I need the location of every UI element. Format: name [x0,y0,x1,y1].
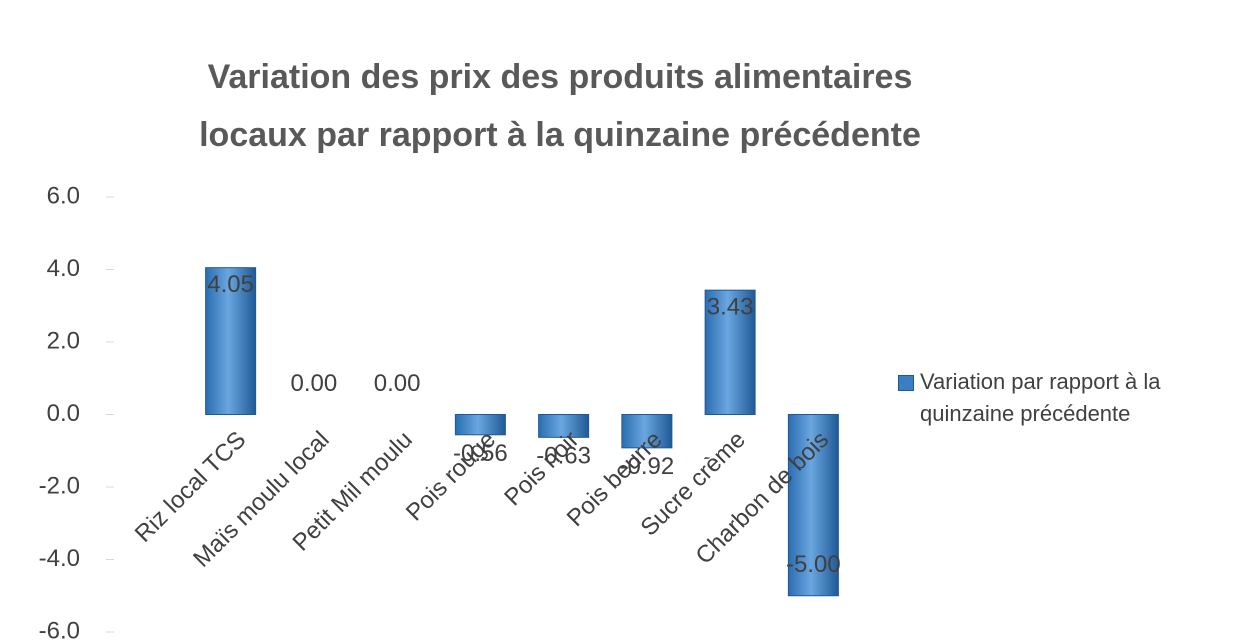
bar [704,289,756,416]
value-label: -0.56 [453,440,508,467]
value-label: -0.63 [536,443,591,470]
bar [205,267,257,415]
value-label: 0.00 [374,370,421,397]
value-label: 4.05 [207,271,254,298]
bar [538,414,590,438]
value-label: 0.00 [291,370,338,397]
bar [454,414,506,436]
y-tick-label: 4.0 [47,255,80,282]
value-label: -5.00 [786,551,841,578]
y-tick-label: -2.0 [39,472,80,499]
legend-label: Variation par rapport à la quinzaine pré… [920,369,1161,426]
value-label: 3.43 [707,294,754,321]
bar [621,414,673,449]
y-tick-label: 2.0 [47,327,80,354]
legend-swatch [898,375,914,391]
y-tick-label: 6.0 [47,182,80,209]
chart-title: Variation des prix des produits alimenta… [199,58,921,154]
bar [787,414,839,597]
y-tick-label: -6.0 [39,617,80,641]
y-tick-label: 0.0 [47,400,80,427]
y-tick-label: -4.0 [39,545,80,572]
x-tick-label: Pois rouge [401,426,501,526]
value-label: -0.92 [620,453,675,480]
legend: Variation par rapport à la quinzaine pré… [898,366,1218,430]
